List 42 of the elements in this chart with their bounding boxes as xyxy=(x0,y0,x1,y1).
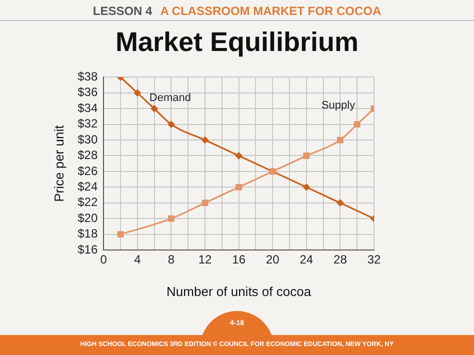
x-tick-label: 28 xyxy=(334,252,348,267)
y-tick-label: $34 xyxy=(78,100,98,115)
x-tick-label: 20 xyxy=(266,252,280,267)
y-axis-title: Price per unit xyxy=(51,124,66,202)
point xyxy=(303,152,310,159)
x-tick-label: 4 xyxy=(134,252,142,267)
point xyxy=(202,200,208,206)
y-tick-label: $16 xyxy=(78,242,98,256)
x-tick-label: 12 xyxy=(198,252,212,267)
point xyxy=(303,184,310,191)
text: A CLASSROOM MARKET FOR COCOA xyxy=(160,4,382,18)
y-tick-label: $38 xyxy=(78,70,98,84)
point xyxy=(235,152,242,160)
point xyxy=(168,120,175,128)
point xyxy=(117,231,124,238)
y-tick-label: $36 xyxy=(78,85,98,100)
y-tick-label: $26 xyxy=(78,164,98,178)
point xyxy=(150,105,158,112)
y-tick-label: $30 xyxy=(78,132,98,146)
series-label: Supply xyxy=(321,99,356,112)
y-tick-label: $24 xyxy=(78,179,98,194)
point xyxy=(236,184,242,190)
x-tick-label: 24 xyxy=(300,252,314,267)
x-tick-label: 0 xyxy=(100,252,108,267)
point xyxy=(337,136,344,144)
y-tick-label: $18 xyxy=(78,226,98,241)
point xyxy=(202,136,208,144)
x-tick-label: 16 xyxy=(232,252,246,267)
point xyxy=(336,199,344,206)
y-tick-label: $32 xyxy=(78,116,98,131)
point xyxy=(134,90,141,96)
point xyxy=(168,215,174,222)
x-tick-label: 32 xyxy=(367,252,381,267)
text: LESSON 4 xyxy=(92,4,152,18)
y-tick-label: $28 xyxy=(78,148,98,162)
x-tick-label: 8 xyxy=(168,252,175,267)
point xyxy=(354,121,360,128)
x-axis-title: Number of units of cocoa xyxy=(166,284,312,299)
y-tick-label: $20 xyxy=(78,210,98,225)
y-tick-label: $22 xyxy=(78,195,98,210)
series-label: Demand xyxy=(149,92,191,104)
chart-title: Market Equilibrium xyxy=(114,27,360,58)
